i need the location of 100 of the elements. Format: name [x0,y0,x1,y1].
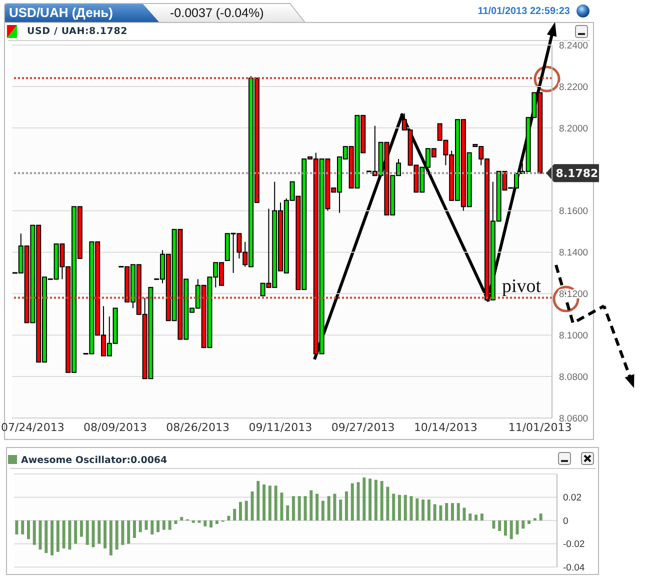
bar [292,496,295,520]
text: 11/01/2013 22:59:23 [478,6,570,17]
y-tick-label: 0.02 [563,492,582,504]
bar [262,484,266,520]
bar [244,500,248,520]
bar [274,486,278,520]
chart-title: USD/UAH (День) [9,5,113,20]
bar [21,520,24,534]
bar [26,520,30,540]
bar [62,520,66,548]
bar [327,496,330,520]
x-tick-label: 07/24/2013 [0,420,64,434]
bar [80,520,83,537]
bar [398,494,401,520]
bar [392,494,396,520]
y-tick-label: 8.1000 [559,330,588,342]
bar [356,482,360,520]
y-tick-label: 8.2200 [559,82,588,93]
bar [498,520,502,531]
x-tick-label: 09/27/2013 [331,420,395,434]
bar [174,520,178,524]
bar [445,503,448,520]
bar [339,500,342,520]
y-tick-label: 8.2000 [559,123,588,134]
bar [32,520,36,545]
bar [204,520,207,526]
bar [316,494,319,520]
bar [374,480,378,520]
bar [44,520,48,554]
bar [310,490,313,520]
bar [304,496,307,520]
bar [109,520,112,556]
bar [50,520,54,556]
bar [468,514,472,520]
y-tick-label: 8.0800 [559,372,588,383]
bar [333,494,336,520]
y-tick-label: -0.04 [563,562,585,574]
bar [380,480,384,520]
bar [156,520,160,532]
text: USD / UAH:8.1782 [27,26,128,37]
bar [68,520,72,550]
bar [480,514,484,520]
bar [127,520,130,544]
bar [510,520,513,540]
bar [56,520,60,552]
bar [210,520,213,528]
bar [256,480,260,520]
bar [138,520,142,532]
bar [227,516,230,520]
bar [180,517,184,520]
bar [474,514,478,520]
bar [433,504,436,520]
bar [92,520,95,548]
y-tick-label: 8.1400 [559,248,588,259]
bar [233,508,236,520]
bar [86,520,89,545]
bar [74,520,78,544]
ref-line-label: 8.1782 [556,167,598,180]
y-tick-label: 0 [563,516,568,527]
bar [168,520,172,530]
bar [528,520,531,524]
bar [38,520,42,550]
bar [280,492,284,520]
ref-line-label: pivot [502,276,542,297]
bar [416,498,419,520]
bar [98,520,101,544]
bar [362,477,366,520]
bar [144,520,148,530]
bar [286,505,290,520]
bar [115,520,118,550]
x-tick-label: 10/14/2013 [414,420,478,434]
bar [539,514,542,520]
bar [522,520,525,529]
x-tick-label: 08/09/2013 [84,420,147,434]
bar [162,520,166,530]
bar [298,496,301,520]
bar [410,496,413,520]
bar [104,520,107,548]
bar [456,503,460,520]
bar [350,483,354,520]
y-tick-label: 8.1600 [559,206,588,218]
bar [492,520,496,529]
bar [439,505,442,520]
bar [368,478,372,520]
bar [404,494,407,520]
bar [268,486,272,520]
bar [238,502,242,520]
bar [462,508,466,520]
bar [215,520,218,524]
bar [516,520,519,534]
x-tick-label: 09/11/2013 [248,420,312,434]
x-tick-label: 08/26/2013 [166,420,230,434]
bar [504,520,507,536]
bar [422,500,425,520]
legend-label: Awesome Oscillator:0.0064 [21,455,168,466]
bar [15,520,18,534]
bar [132,520,136,538]
y-tick-label: -0.02 [563,539,585,550]
bar [427,500,430,520]
chart-subtitle: -0.0037 (-0.04%) [170,6,264,20]
